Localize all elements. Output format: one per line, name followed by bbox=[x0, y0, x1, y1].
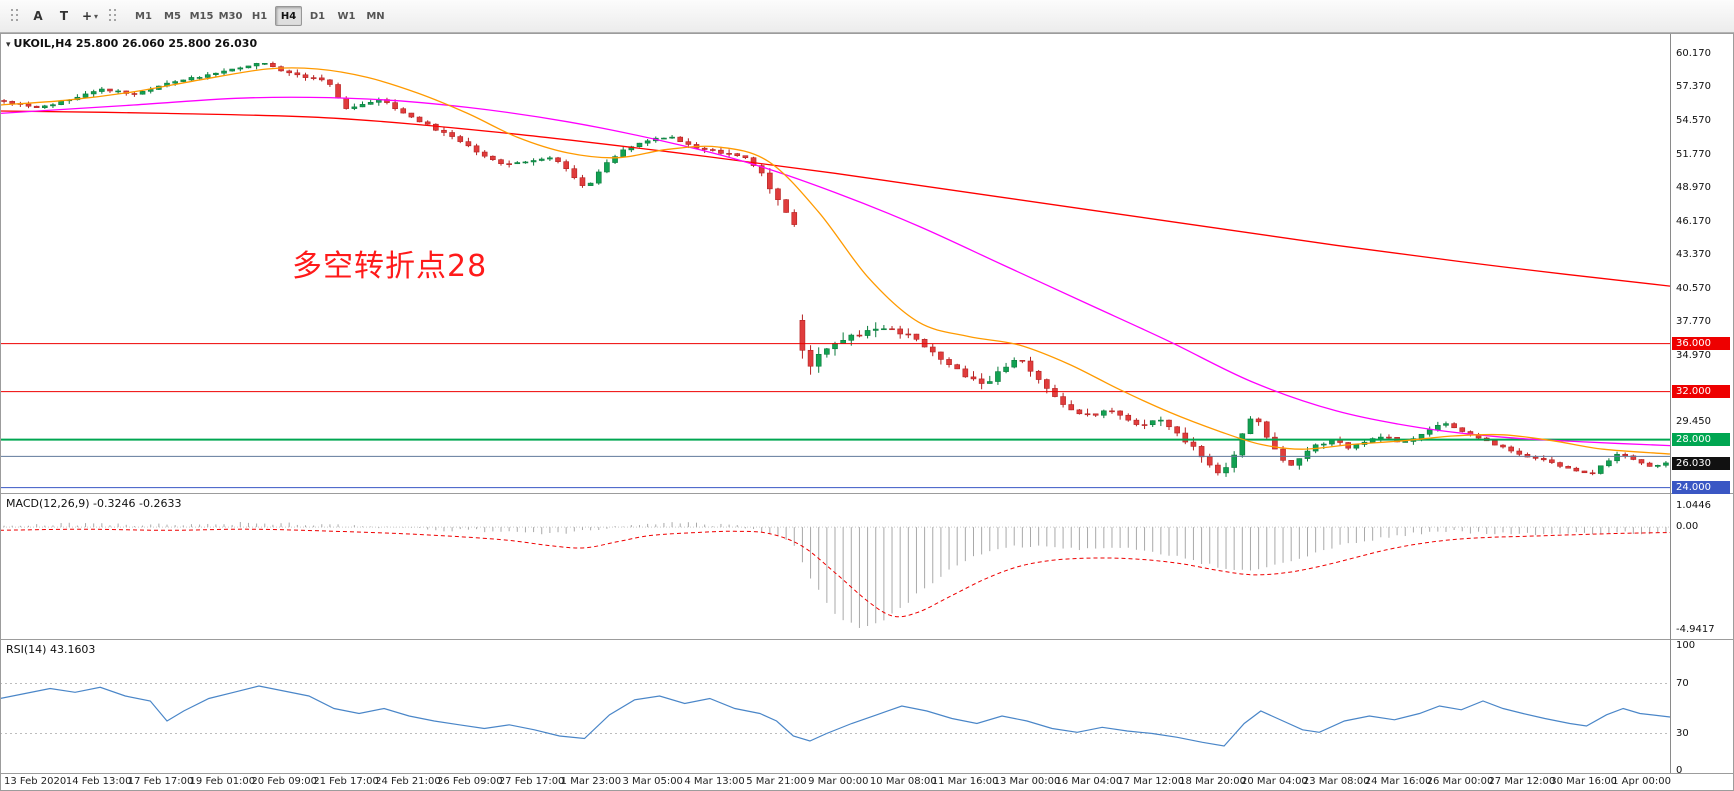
timeframe-button-h1[interactable]: H1 bbox=[246, 6, 273, 26]
toolbar-grip-icon[interactable] bbox=[107, 7, 119, 25]
timeframe-button-m1[interactable]: M1 bbox=[130, 6, 157, 26]
timeframe-button-m15[interactable]: M15 bbox=[188, 6, 215, 26]
grip-dots-icon bbox=[11, 9, 18, 21]
timeframe-button-m30[interactable]: M30 bbox=[217, 6, 244, 26]
crosshair-tool-button[interactable]: + ▾ bbox=[78, 5, 102, 27]
chart-canvas[interactable] bbox=[0, 33, 1734, 791]
chart-area: ▾ UKOIL,H4 25.800 26.060 25.800 26.030 多空… bbox=[0, 33, 1734, 791]
grip-dots-icon bbox=[109, 9, 116, 21]
timeframe-button-h4[interactable]: H4 bbox=[275, 6, 302, 26]
timeframe-button-d1[interactable]: D1 bbox=[304, 6, 331, 26]
toolbar-grip-icon[interactable] bbox=[9, 7, 21, 25]
timeframe-button-mn[interactable]: MN bbox=[362, 6, 389, 26]
crosshair-icon: + bbox=[81, 9, 93, 23]
timeframe-toolbar: M1 M5 M15 M30 H1 H4 D1 W1 MN bbox=[129, 6, 390, 26]
font-tool-button[interactable]: A bbox=[26, 5, 50, 27]
text-tool-button[interactable]: T bbox=[52, 5, 76, 27]
chevron-down-icon: ▾ bbox=[94, 11, 99, 21]
toolbar: A T + ▾ M1 M5 M15 M30 H1 H4 D1 W1 MN bbox=[0, 0, 1734, 33]
timeframe-button-m5[interactable]: M5 bbox=[159, 6, 186, 26]
timeframe-button-w1[interactable]: W1 bbox=[333, 6, 360, 26]
